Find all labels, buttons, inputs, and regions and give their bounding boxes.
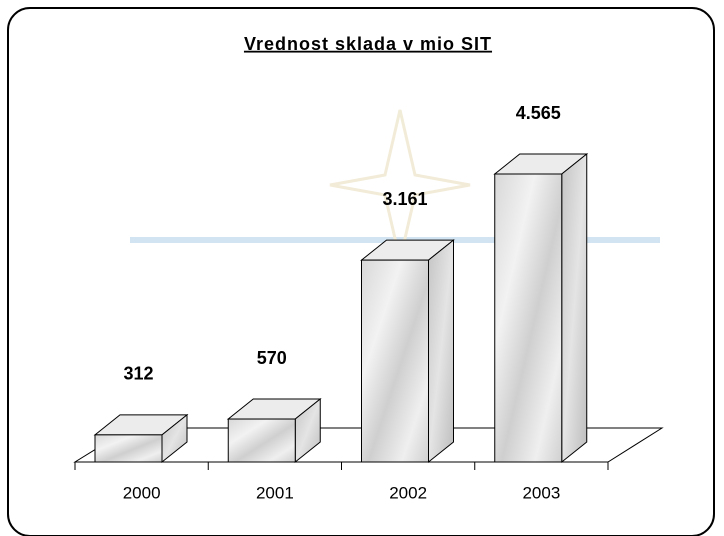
bar xyxy=(360,239,455,464)
x-tick-label: 2003 xyxy=(522,483,560,502)
bar-front xyxy=(227,418,296,463)
value-label: 312 xyxy=(123,364,153,384)
chart-title: Vrednost sklada v mio SIT xyxy=(244,34,492,54)
bar xyxy=(93,413,189,464)
bar-front xyxy=(494,173,563,463)
bar xyxy=(226,397,322,464)
bar-front xyxy=(361,259,429,463)
value-label: 4.565 xyxy=(516,103,561,123)
bar-front xyxy=(94,434,163,463)
x-tick-label: 2000 xyxy=(123,483,161,502)
bar-side xyxy=(428,239,454,464)
bar-side xyxy=(561,152,588,464)
x-tick-label: 2002 xyxy=(389,483,427,502)
value-label: 3.161 xyxy=(382,189,427,209)
value-label: 570 xyxy=(257,348,287,368)
x-tick-label: 2001 xyxy=(256,483,294,502)
bar xyxy=(493,152,589,464)
